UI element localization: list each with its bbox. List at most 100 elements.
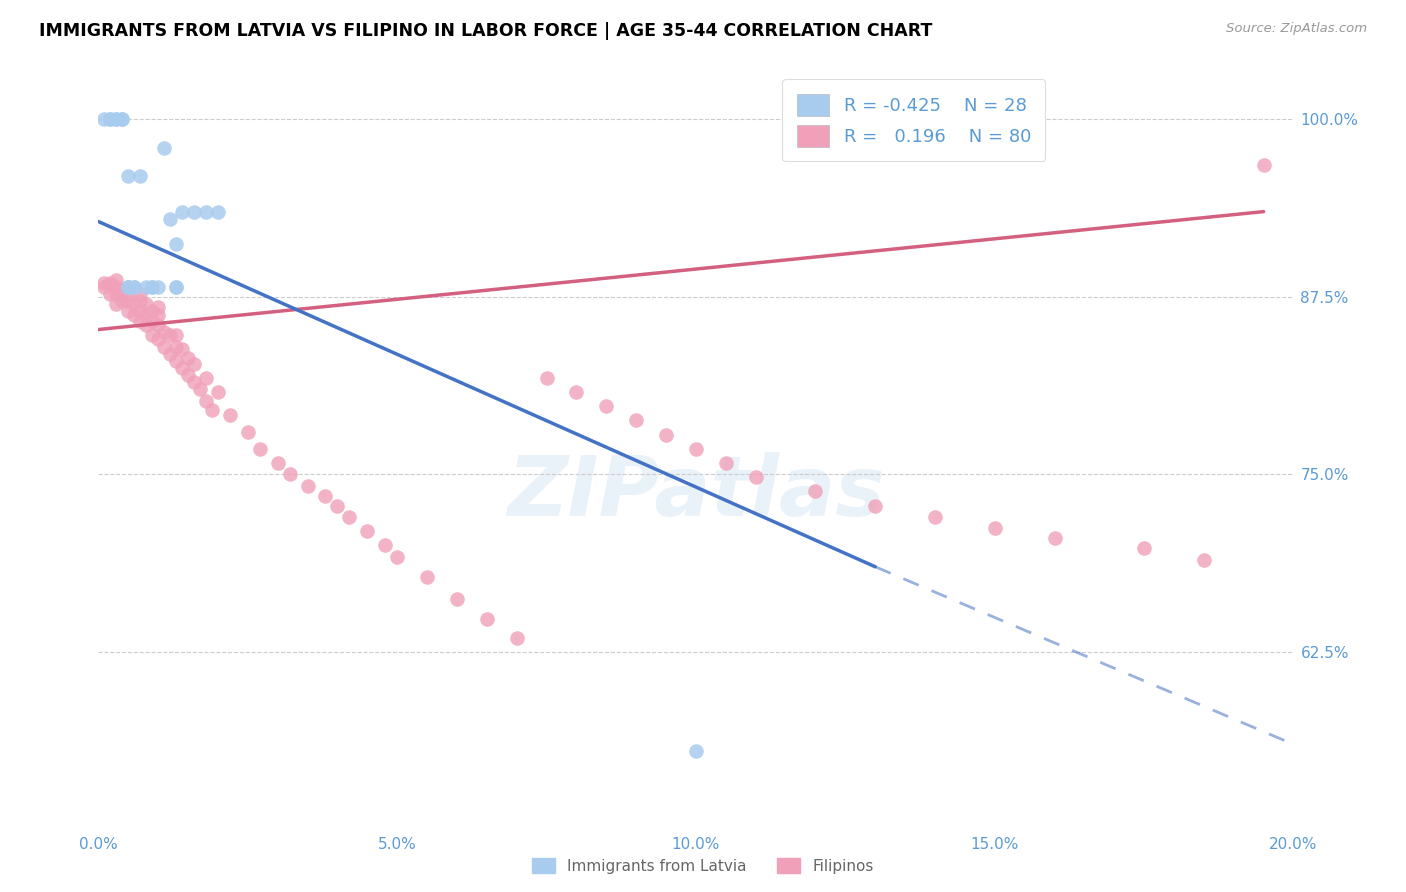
Point bbox=[183, 204, 205, 219]
Point bbox=[98, 276, 122, 290]
Point bbox=[416, 570, 439, 584]
Point bbox=[446, 592, 468, 607]
Point bbox=[356, 524, 378, 539]
Point bbox=[124, 280, 146, 294]
Point bbox=[141, 328, 163, 343]
Point bbox=[93, 276, 115, 290]
Point bbox=[124, 280, 146, 294]
Point bbox=[129, 287, 152, 301]
Point bbox=[117, 304, 139, 318]
Text: IMMIGRANTS FROM LATVIA VS FILIPINO IN LABOR FORCE | AGE 35-44 CORRELATION CHART: IMMIGRANTS FROM LATVIA VS FILIPINO IN LA… bbox=[39, 22, 932, 40]
Point bbox=[105, 280, 128, 294]
Point bbox=[188, 382, 211, 396]
Point bbox=[177, 368, 200, 382]
Point bbox=[111, 283, 134, 297]
Text: ZIPatlas: ZIPatlas bbox=[508, 451, 884, 533]
Point bbox=[129, 294, 152, 309]
Point bbox=[172, 204, 194, 219]
Point bbox=[1043, 532, 1066, 546]
Point bbox=[165, 280, 187, 294]
Point bbox=[135, 297, 157, 311]
Point bbox=[297, 479, 319, 493]
Point bbox=[105, 112, 128, 127]
Point bbox=[984, 521, 1007, 535]
Point bbox=[804, 484, 827, 499]
Point bbox=[195, 204, 218, 219]
Point bbox=[111, 112, 134, 127]
Point bbox=[339, 510, 361, 524]
Point bbox=[685, 744, 707, 758]
Point bbox=[117, 294, 139, 309]
Point bbox=[124, 297, 146, 311]
Point bbox=[111, 294, 134, 309]
Point bbox=[207, 384, 229, 399]
Point bbox=[93, 280, 115, 294]
Point bbox=[924, 510, 946, 524]
Point bbox=[565, 384, 588, 399]
Point bbox=[1133, 541, 1156, 556]
Point bbox=[165, 328, 187, 343]
Point bbox=[148, 308, 170, 322]
Point bbox=[165, 340, 187, 354]
Point bbox=[105, 287, 128, 301]
Point bbox=[249, 442, 271, 456]
Point bbox=[98, 112, 122, 127]
Point bbox=[865, 112, 887, 127]
Point bbox=[1192, 552, 1215, 566]
Point bbox=[129, 314, 152, 328]
Point bbox=[165, 280, 187, 294]
Point bbox=[153, 141, 176, 155]
Point bbox=[655, 427, 678, 442]
Point bbox=[385, 549, 409, 564]
Point bbox=[475, 612, 498, 626]
Point bbox=[626, 413, 648, 427]
Point bbox=[506, 631, 529, 645]
Point bbox=[135, 318, 157, 333]
Point bbox=[865, 499, 887, 513]
Point bbox=[219, 408, 242, 422]
Point bbox=[141, 304, 163, 318]
Point bbox=[148, 300, 170, 314]
Point bbox=[183, 375, 205, 389]
Point bbox=[267, 456, 290, 470]
Point bbox=[165, 237, 187, 252]
Point bbox=[195, 371, 218, 385]
Point bbox=[177, 351, 200, 365]
Point bbox=[148, 318, 170, 333]
Point bbox=[153, 326, 176, 340]
Point bbox=[159, 346, 181, 360]
Point bbox=[135, 280, 157, 294]
Point bbox=[141, 314, 163, 328]
Point bbox=[159, 328, 181, 343]
Point bbox=[165, 353, 187, 368]
Point bbox=[1253, 158, 1275, 172]
Point bbox=[129, 304, 152, 318]
Point bbox=[124, 308, 146, 322]
Point bbox=[536, 371, 558, 385]
Point bbox=[98, 287, 122, 301]
Point bbox=[326, 499, 349, 513]
Point bbox=[278, 467, 301, 482]
Point bbox=[105, 297, 128, 311]
Point bbox=[117, 287, 139, 301]
Point bbox=[141, 280, 163, 294]
Text: Source: ZipAtlas.com: Source: ZipAtlas.com bbox=[1226, 22, 1367, 36]
Point bbox=[129, 169, 152, 183]
Point bbox=[141, 280, 163, 294]
Point bbox=[98, 112, 122, 127]
Point bbox=[315, 489, 337, 503]
Point bbox=[105, 112, 128, 127]
Point bbox=[111, 112, 134, 127]
Point bbox=[105, 273, 128, 287]
Point bbox=[207, 204, 229, 219]
Point bbox=[148, 333, 170, 347]
Point bbox=[595, 399, 617, 413]
Point bbox=[685, 442, 707, 456]
Legend: Immigrants from Latvia, Filipinos: Immigrants from Latvia, Filipinos bbox=[526, 852, 880, 880]
Point bbox=[236, 425, 259, 439]
Point bbox=[172, 360, 194, 375]
Point bbox=[183, 357, 205, 371]
Point bbox=[714, 456, 737, 470]
Point bbox=[172, 343, 194, 357]
Point bbox=[117, 280, 139, 294]
